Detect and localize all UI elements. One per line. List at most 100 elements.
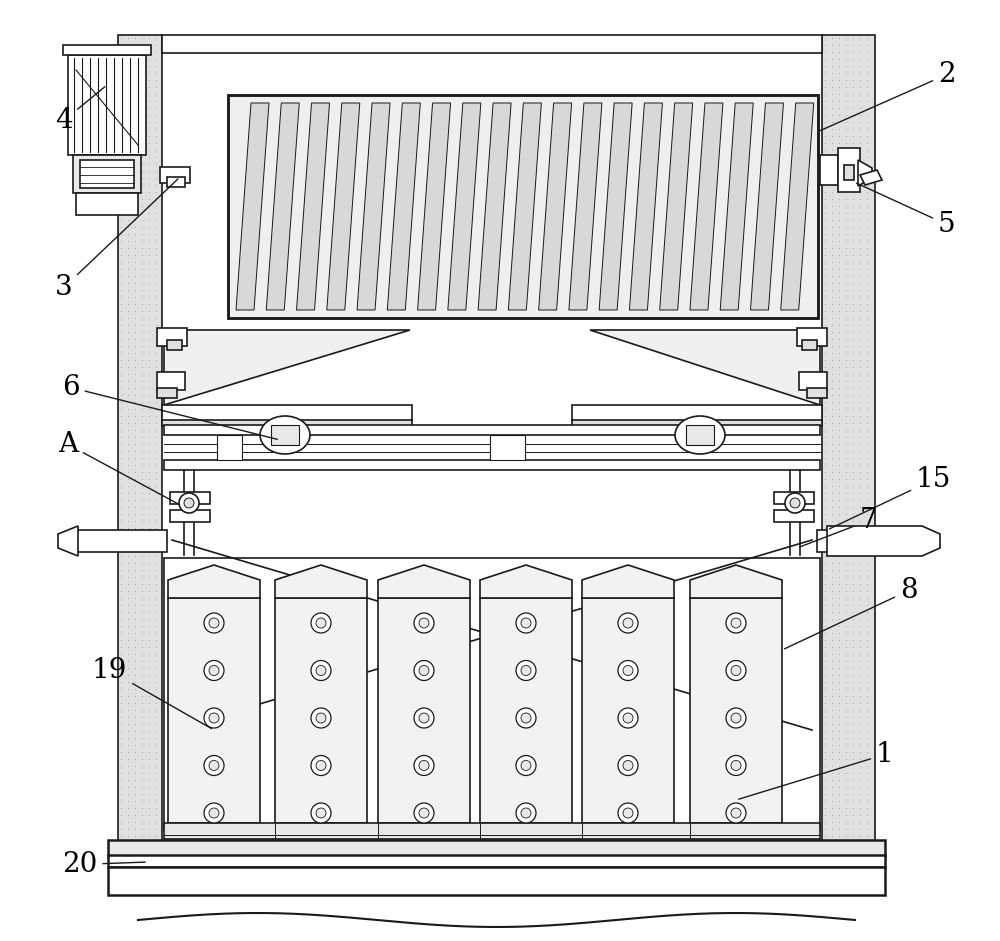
Bar xyxy=(228,95,818,318)
Circle shape xyxy=(731,618,741,628)
Circle shape xyxy=(623,808,633,818)
Polygon shape xyxy=(750,103,783,310)
Bar xyxy=(170,492,210,504)
Bar xyxy=(774,492,814,504)
Bar xyxy=(162,420,412,426)
Circle shape xyxy=(516,756,536,775)
Ellipse shape xyxy=(260,416,310,454)
Bar xyxy=(378,598,470,823)
Bar xyxy=(108,840,885,856)
Polygon shape xyxy=(781,103,814,310)
Text: 3: 3 xyxy=(55,179,178,301)
Polygon shape xyxy=(629,103,662,310)
Circle shape xyxy=(731,760,741,771)
Circle shape xyxy=(521,618,531,628)
Circle shape xyxy=(516,613,536,633)
Polygon shape xyxy=(266,103,299,310)
Bar xyxy=(167,340,182,350)
Polygon shape xyxy=(690,565,782,598)
Circle shape xyxy=(726,803,746,823)
Circle shape xyxy=(311,756,331,775)
Bar xyxy=(799,372,827,390)
Bar xyxy=(162,35,822,53)
Circle shape xyxy=(179,493,199,513)
Polygon shape xyxy=(860,170,882,185)
Circle shape xyxy=(726,708,746,728)
Bar xyxy=(228,95,818,318)
Polygon shape xyxy=(478,103,511,310)
Circle shape xyxy=(204,613,224,633)
Circle shape xyxy=(414,661,434,680)
Circle shape xyxy=(790,498,800,508)
Text: 2: 2 xyxy=(820,61,956,131)
Circle shape xyxy=(618,756,638,775)
Bar xyxy=(63,45,151,55)
Bar xyxy=(157,388,177,398)
Circle shape xyxy=(618,708,638,728)
Circle shape xyxy=(623,665,633,676)
Bar xyxy=(68,55,146,155)
Circle shape xyxy=(623,713,633,723)
Circle shape xyxy=(316,618,326,628)
Circle shape xyxy=(414,613,434,633)
Bar xyxy=(774,510,814,522)
Polygon shape xyxy=(357,103,390,310)
Polygon shape xyxy=(590,330,820,405)
Circle shape xyxy=(414,756,434,775)
Circle shape xyxy=(623,760,633,771)
Circle shape xyxy=(204,756,224,775)
Text: 4: 4 xyxy=(55,87,105,134)
Circle shape xyxy=(311,661,331,680)
Text: 7: 7 xyxy=(800,507,878,547)
Polygon shape xyxy=(690,103,723,310)
Text: 6: 6 xyxy=(62,374,277,439)
Polygon shape xyxy=(660,103,693,310)
Polygon shape xyxy=(297,103,330,310)
Circle shape xyxy=(419,808,429,818)
Polygon shape xyxy=(418,103,451,310)
Circle shape xyxy=(419,760,429,771)
Circle shape xyxy=(419,713,429,723)
Polygon shape xyxy=(539,103,572,310)
Circle shape xyxy=(726,613,746,633)
Polygon shape xyxy=(387,103,420,310)
Polygon shape xyxy=(508,103,541,310)
Circle shape xyxy=(731,713,741,723)
Circle shape xyxy=(618,661,638,680)
Circle shape xyxy=(209,808,219,818)
Text: 5: 5 xyxy=(857,183,956,238)
Bar xyxy=(822,35,875,855)
Bar xyxy=(76,193,138,215)
Text: 19: 19 xyxy=(92,657,212,728)
Polygon shape xyxy=(168,565,260,598)
Circle shape xyxy=(414,708,434,728)
Circle shape xyxy=(516,708,536,728)
Circle shape xyxy=(316,760,326,771)
Polygon shape xyxy=(569,103,602,310)
Circle shape xyxy=(785,493,805,513)
Circle shape xyxy=(726,756,746,775)
Circle shape xyxy=(184,498,194,508)
Circle shape xyxy=(419,618,429,628)
Circle shape xyxy=(618,613,638,633)
Circle shape xyxy=(731,665,741,676)
Text: 1: 1 xyxy=(739,741,894,799)
Polygon shape xyxy=(75,530,167,552)
Circle shape xyxy=(726,661,746,680)
Bar xyxy=(170,510,210,522)
Bar xyxy=(164,425,820,435)
Polygon shape xyxy=(599,103,632,310)
Bar xyxy=(217,435,242,460)
Circle shape xyxy=(521,713,531,723)
Circle shape xyxy=(521,760,531,771)
Bar xyxy=(118,35,162,855)
Polygon shape xyxy=(448,103,481,310)
Bar xyxy=(73,155,141,193)
Polygon shape xyxy=(236,103,269,310)
Polygon shape xyxy=(480,565,572,598)
Circle shape xyxy=(521,665,531,676)
Circle shape xyxy=(521,808,531,818)
Polygon shape xyxy=(817,530,920,552)
Circle shape xyxy=(618,803,638,823)
Circle shape xyxy=(209,713,219,723)
